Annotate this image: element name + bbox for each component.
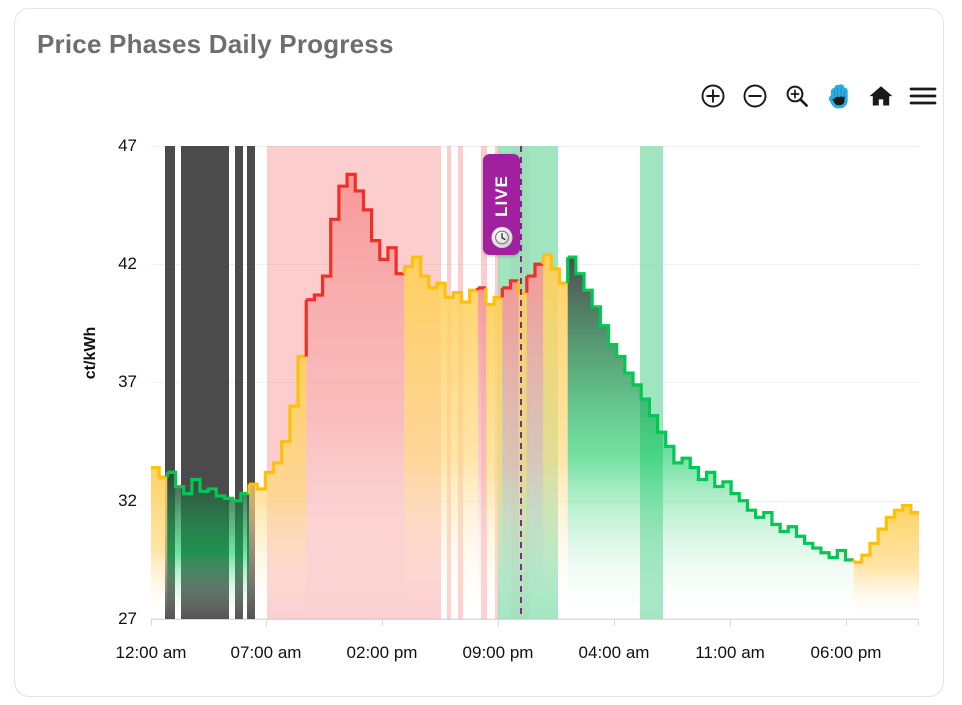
live-label: LIVE — [491, 175, 511, 217]
x-tick-label: 09:00 pm — [462, 643, 534, 662]
x-axis — [151, 619, 919, 620]
price-series — [151, 172, 919, 619]
x-tick-label: 04:00 am — [578, 643, 650, 662]
x-tick-label: 06:00 pm — [810, 643, 882, 662]
home-reset-icon[interactable] — [866, 81, 896, 111]
y-axis-title: ct/kWh — [82, 326, 100, 380]
y-axis: ct/kWh 47 42 37 32 27 — [75, 9, 137, 698]
chart-card: Price Phases Daily Progress ct/kWh 47 — [14, 8, 944, 697]
y-tick-label: 42 — [118, 254, 137, 273]
menu-icon[interactable] — [908, 81, 938, 111]
x-tick-label: 12:00 am — [115, 643, 187, 662]
x-tick-label: 07:00 am — [230, 643, 302, 662]
x-tick-label: 02:00 pm — [346, 643, 418, 662]
pan-hand-icon[interactable] — [824, 81, 854, 111]
zoom-out-icon[interactable] — [740, 81, 770, 111]
y-tick-label: 47 — [118, 136, 137, 155]
x-tick-label: 11:00 am — [695, 643, 765, 662]
live-badge[interactable]: LIVE — [483, 154, 520, 255]
chart-toolbar — [698, 81, 938, 111]
clock-icon — [491, 227, 512, 248]
y-tick-label: 27 — [118, 609, 137, 628]
y-tick-label: 37 — [118, 372, 137, 391]
box-zoom-icon[interactable] — [782, 81, 812, 111]
live-time-line — [520, 146, 522, 619]
page-title: Price Phases Daily Progress — [37, 29, 394, 59]
zoom-in-icon[interactable] — [698, 81, 728, 111]
y-tick-label: 32 — [118, 491, 137, 510]
plot-area[interactable] — [151, 146, 919, 619]
